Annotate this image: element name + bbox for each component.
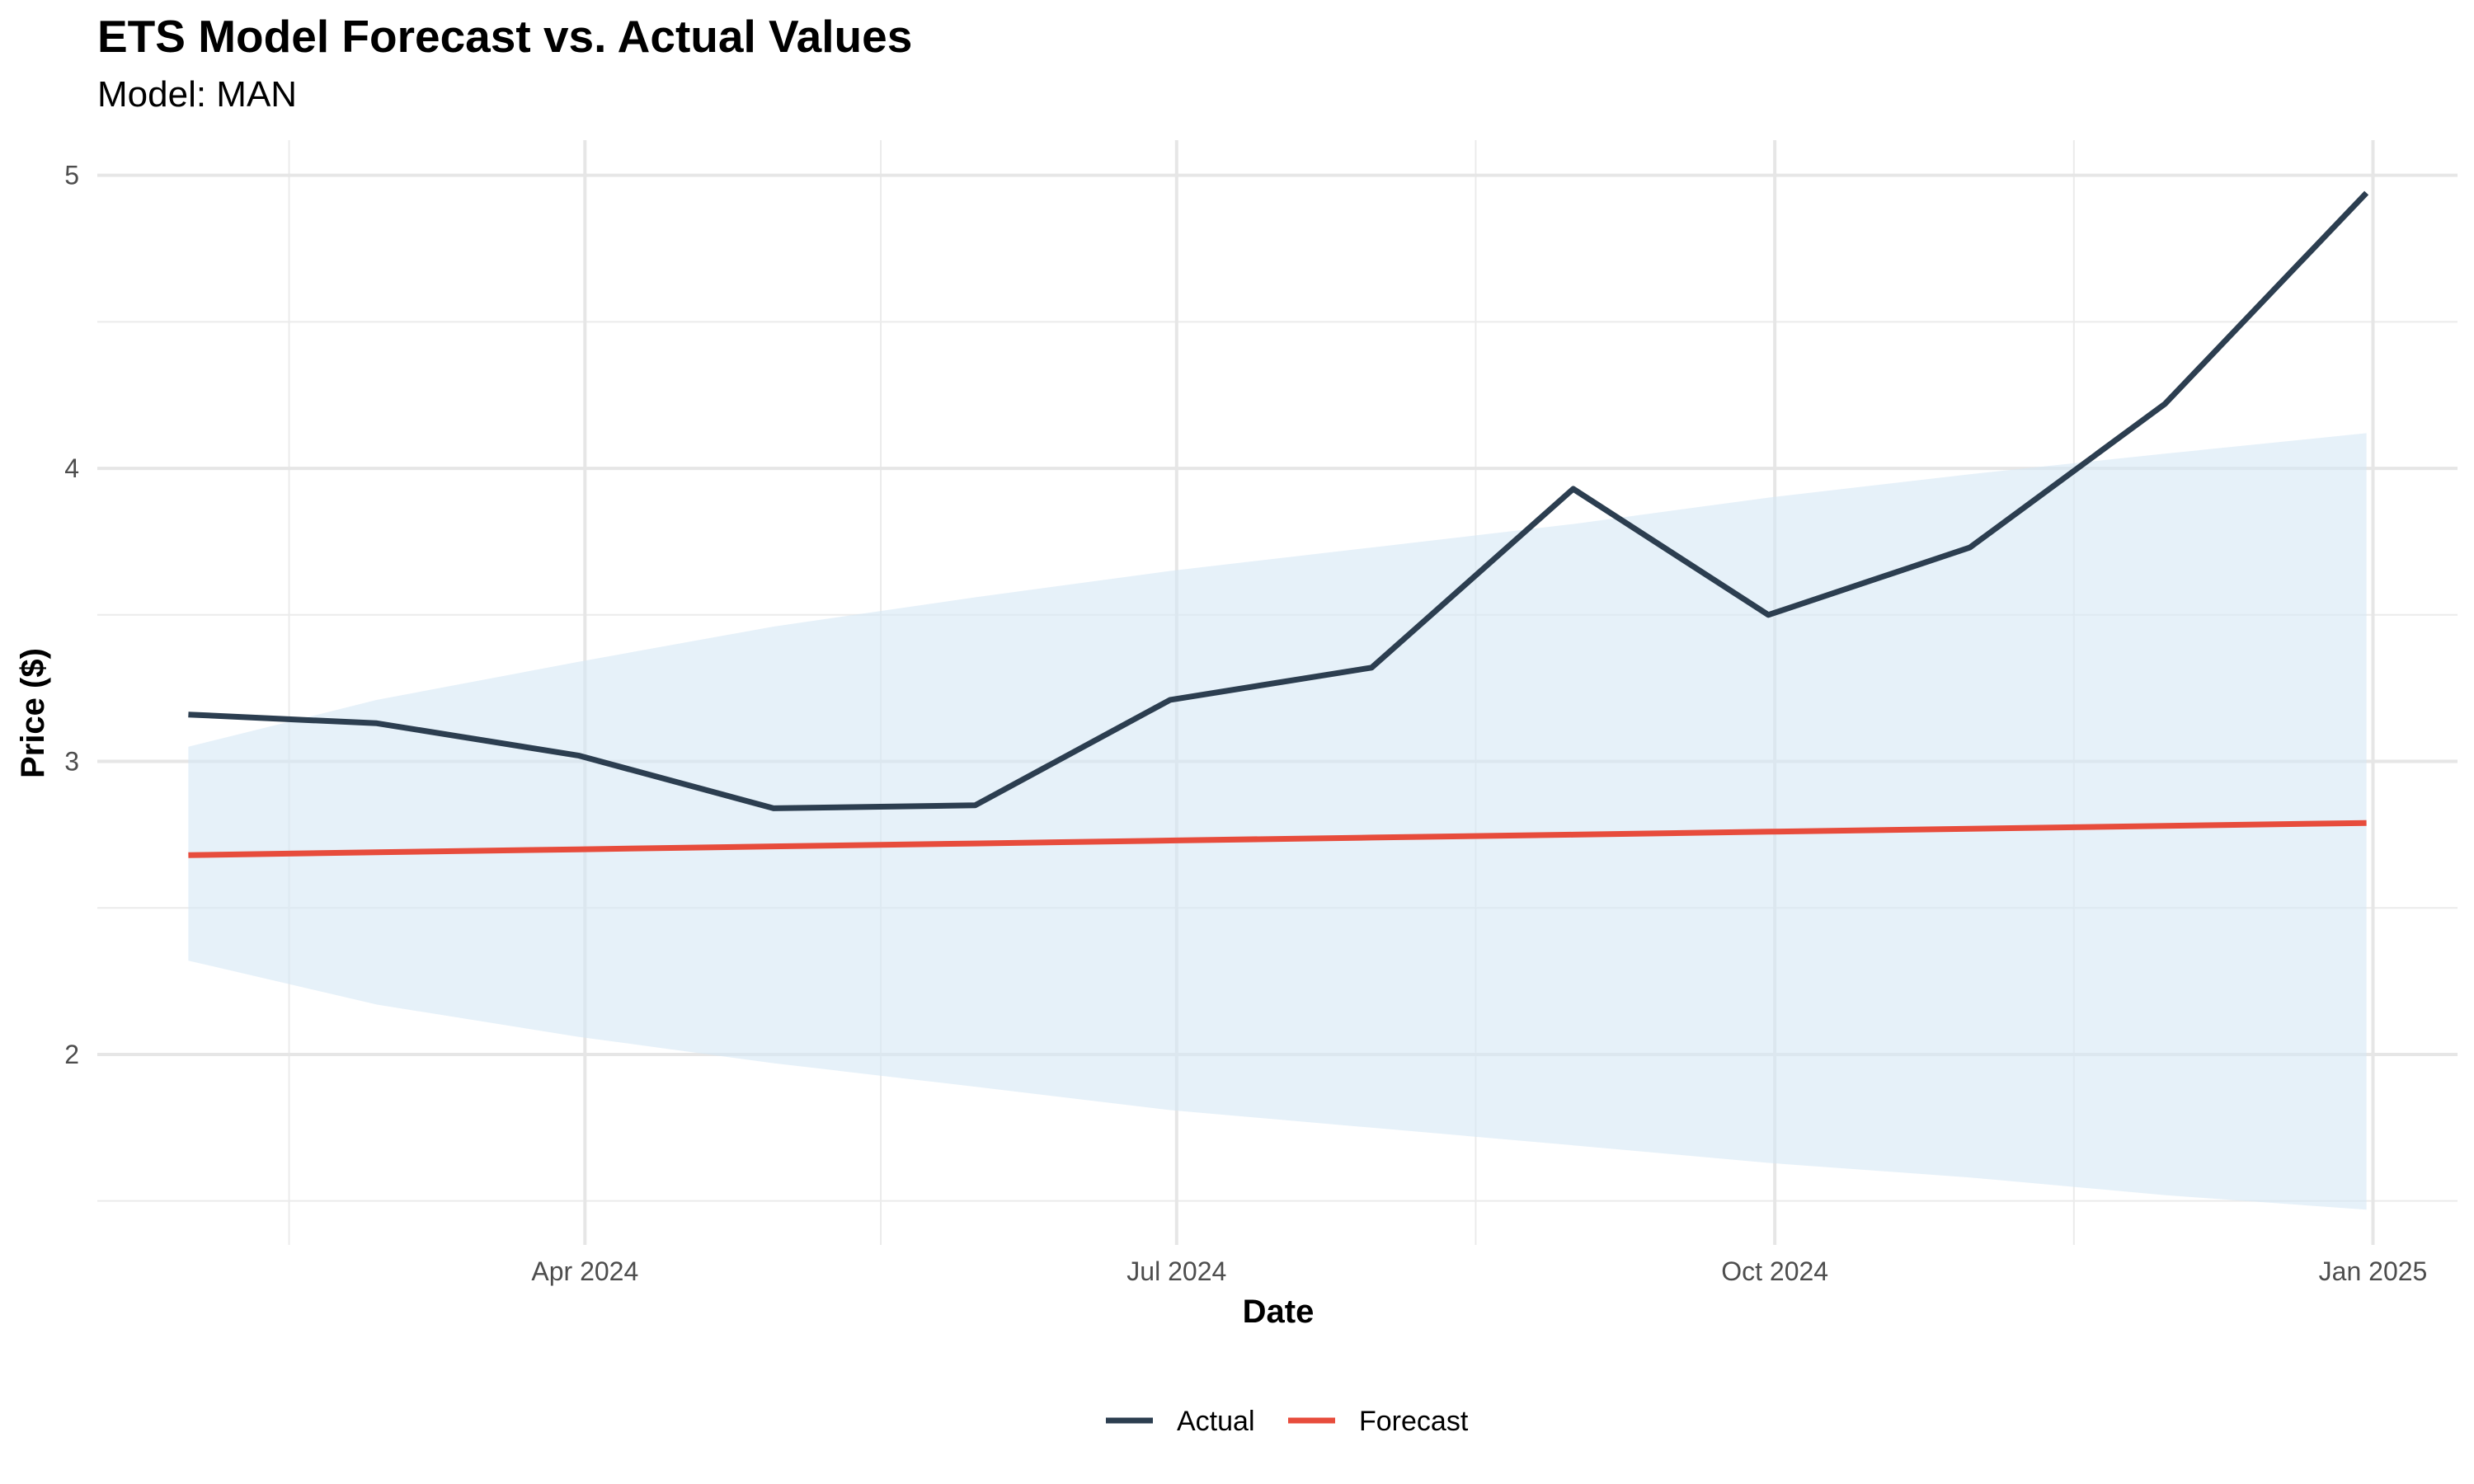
x-axis-title: Date — [1243, 1294, 1315, 1330]
legend: Actual Forecast — [1106, 1406, 1469, 1437]
x-tick-label: Jan 2025 — [2319, 1256, 2428, 1286]
prediction-interval-layer — [188, 433, 2367, 1210]
x-tick-label: Apr 2024 — [531, 1256, 638, 1286]
y-tick-label: 5 — [64, 161, 79, 190]
x-tick-labels: Apr 2024 Jul 2024 Oct 2024 Jan 2025 — [531, 1256, 2427, 1286]
legend-label-actual: Actual — [1177, 1406, 1255, 1437]
y-tick-label: 4 — [64, 453, 79, 483]
legend-label-forecast: Forecast — [1359, 1406, 1469, 1437]
y-tick-labels: 2 3 4 5 — [64, 161, 79, 1069]
series-line-forecast — [188, 819, 2367, 858]
series-line-actual — [188, 190, 2369, 811]
y-tick-label: 3 — [64, 747, 79, 777]
y-tick-label: 2 — [64, 1040, 79, 1069]
prediction-interval-band — [188, 433, 2367, 1210]
x-tick-label: Oct 2024 — [1721, 1256, 1828, 1286]
y-axis-title: Price ($) — [15, 648, 51, 778]
x-tick-label: Jul 2024 — [1126, 1256, 1226, 1286]
chart-title: ETS Model Forecast vs. Actual Values — [97, 11, 913, 62]
chart-subtitle: Model: MAN — [97, 74, 298, 115]
series-lines-layer — [188, 190, 2369, 858]
